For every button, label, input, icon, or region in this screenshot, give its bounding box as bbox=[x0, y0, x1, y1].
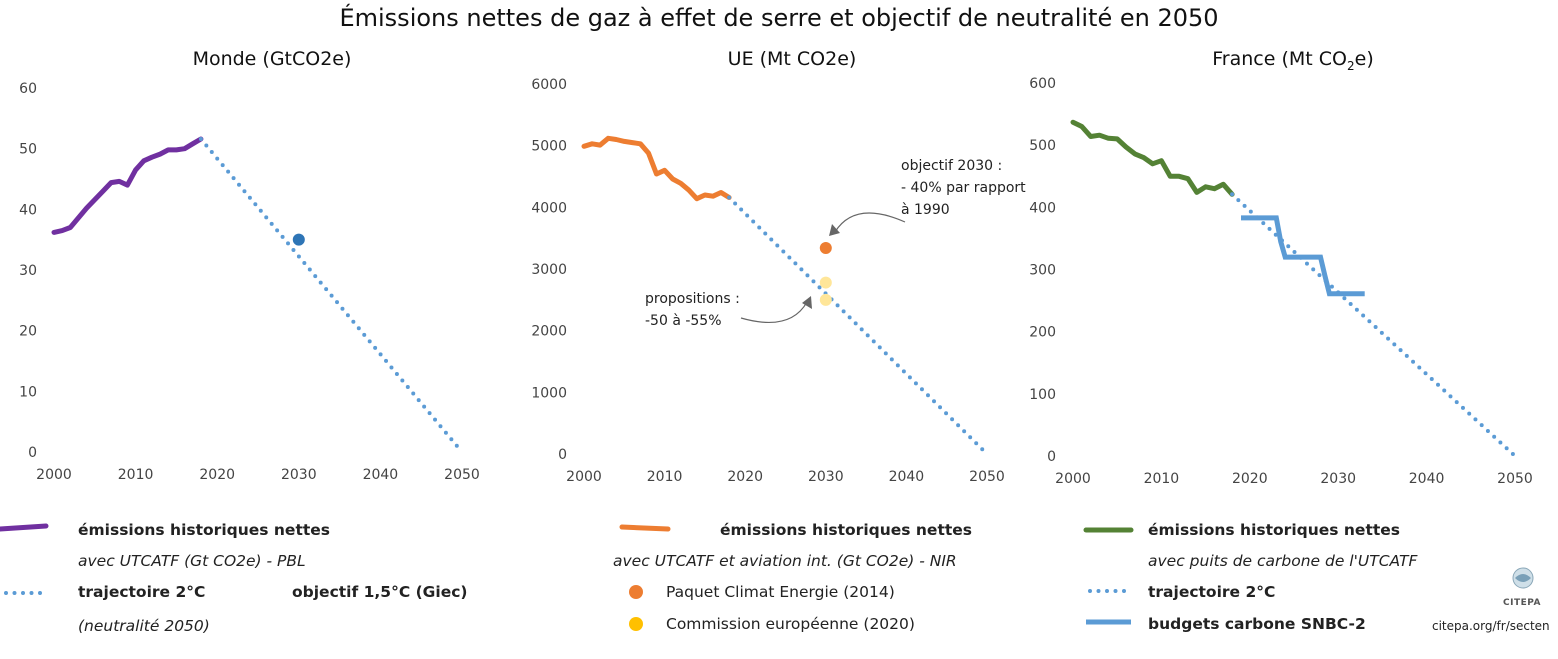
world-ytick-label: 30 bbox=[19, 263, 37, 279]
eu-point-1 bbox=[819, 276, 832, 289]
eu-annotation-proposals: -50 à -55% bbox=[645, 313, 722, 329]
world-ytick-label: 0 bbox=[28, 445, 37, 461]
world-legend-line-swatch bbox=[0, 523, 49, 532]
eu-ytick-label: 2000 bbox=[531, 324, 567, 340]
france-ytick-label: 300 bbox=[1029, 263, 1056, 279]
eu-ytick-label: 0 bbox=[558, 447, 567, 463]
france-trajectory-line bbox=[1230, 192, 1517, 458]
france-ytick-label: 200 bbox=[1029, 325, 1056, 341]
eu-ytick-label: 1000 bbox=[531, 385, 567, 401]
eu-trajectory-line bbox=[727, 195, 989, 456]
eu-annotation-objective: à 1990 bbox=[901, 202, 950, 218]
eu-annotation-proposals: propositions : bbox=[645, 291, 740, 307]
france-ytick-label: 500 bbox=[1029, 138, 1056, 154]
world-ytick-label: 40 bbox=[19, 202, 37, 218]
eu-historical-line bbox=[581, 135, 732, 202]
france-xtick-label: 2000 bbox=[1055, 471, 1091, 487]
world-legend-historical: émissions historiques nettes bbox=[78, 521, 331, 539]
eu-ytick-label: 3000 bbox=[531, 262, 567, 278]
eu-ytick-label: 4000 bbox=[531, 200, 567, 216]
eu-legend-historical: émissions historiques nettes bbox=[720, 521, 973, 539]
eu-xtick-label: 2050 bbox=[969, 469, 1005, 485]
eu-arrowhead-proposals bbox=[802, 296, 812, 309]
france-xtick-label: 2050 bbox=[1497, 471, 1533, 487]
france-ytick-label: 600 bbox=[1029, 76, 1056, 92]
citepa-logo-icon bbox=[1515, 574, 1531, 582]
world-point-0 bbox=[292, 233, 305, 246]
eu-chart-title: UE (Mt CO2e) bbox=[727, 48, 857, 70]
france-legend-historical-detail: avec puits de carbone de l'UTCATF bbox=[1148, 552, 1418, 570]
world-legend-goal: objectif 1,5°C (Giec) bbox=[292, 583, 468, 601]
world-xtick-label: 2040 bbox=[363, 467, 399, 483]
world-ytick-label: 60 bbox=[19, 81, 37, 97]
world-xtick-label: 2050 bbox=[444, 467, 480, 483]
eu-legend-line-swatch bbox=[619, 524, 671, 532]
eu-arrow-objective bbox=[834, 212, 906, 233]
eu-xtick-label: 2040 bbox=[889, 469, 925, 485]
world-historical-line bbox=[51, 136, 204, 235]
eu-legend-commission-dot bbox=[629, 617, 643, 631]
france-chart-title: France (Mt CO2e) bbox=[1212, 48, 1374, 73]
france-xtick-label: 2040 bbox=[1409, 471, 1445, 487]
france-xtick-label: 2030 bbox=[1320, 471, 1356, 487]
world-ytick-label: 10 bbox=[19, 384, 37, 400]
france-ytick-label: 0 bbox=[1047, 449, 1056, 465]
france-xtick-label: 2020 bbox=[1232, 471, 1268, 487]
world-legend-historical-detail: avec UTCATF (Gt CO2e) - PBL bbox=[78, 552, 306, 570]
citepa-logo-text: CITEPA bbox=[1503, 598, 1541, 608]
world-legend-trajectory: trajectoire 2°C bbox=[78, 583, 206, 601]
world-ytick-label: 50 bbox=[19, 142, 37, 158]
eu-legend-historical-detail: avec UTCATF et aviation int. (Gt CO2e) -… bbox=[613, 552, 957, 570]
world-xtick-label: 2010 bbox=[118, 467, 154, 483]
world-xtick-label: 2030 bbox=[281, 467, 317, 483]
world-trajectory-line bbox=[198, 137, 464, 454]
france-legend-budgets: budgets carbone SNBC-2 bbox=[1148, 615, 1366, 633]
world-xtick-label: 2020 bbox=[199, 467, 235, 483]
main-title: Émissions nettes de gaz à effet de serre… bbox=[339, 4, 1219, 32]
eu-legend-commission: Commission européenne (2020) bbox=[666, 615, 915, 633]
france-historical-line bbox=[1070, 119, 1235, 197]
world-ytick-label: 20 bbox=[19, 324, 37, 340]
france-ytick-label: 400 bbox=[1029, 200, 1056, 216]
eu-annotation-objective: - 40% par rapport bbox=[901, 180, 1026, 196]
world-chart-title: Monde (GtCO2e) bbox=[192, 48, 352, 70]
eu-arrow-proposals bbox=[740, 301, 808, 324]
eu-legend-paquet-dot bbox=[629, 585, 643, 599]
france-budget-line bbox=[1241, 215, 1365, 297]
france-ytick-label: 100 bbox=[1029, 387, 1056, 403]
eu-xtick-label: 2000 bbox=[566, 469, 602, 485]
eu-xtick-label: 2020 bbox=[727, 469, 763, 485]
france-legend-trajectory: trajectoire 2°C bbox=[1148, 583, 1276, 601]
eu-xtick-label: 2010 bbox=[647, 469, 683, 485]
eu-ytick-label: 5000 bbox=[531, 139, 567, 155]
eu-point-0 bbox=[819, 242, 832, 255]
france-xtick-label: 2010 bbox=[1144, 471, 1180, 487]
france-legend-historical: émissions historiques nettes bbox=[1148, 521, 1401, 539]
eu-ytick-label: 6000 bbox=[531, 77, 567, 93]
eu-xtick-label: 2030 bbox=[808, 469, 844, 485]
world-legend-goal-detail: (neutralité 2050) bbox=[78, 617, 210, 635]
source-credit: citepa.org/fr/secten bbox=[1432, 619, 1550, 633]
eu-point-2 bbox=[819, 293, 832, 306]
eu-legend-paquet: Paquet Climat Energie (2014) bbox=[666, 583, 895, 601]
eu-arrowhead-objective bbox=[829, 224, 840, 236]
world-xtick-label: 2000 bbox=[36, 467, 72, 483]
eu-annotation-objective: objectif 2030 : bbox=[901, 158, 1002, 174]
